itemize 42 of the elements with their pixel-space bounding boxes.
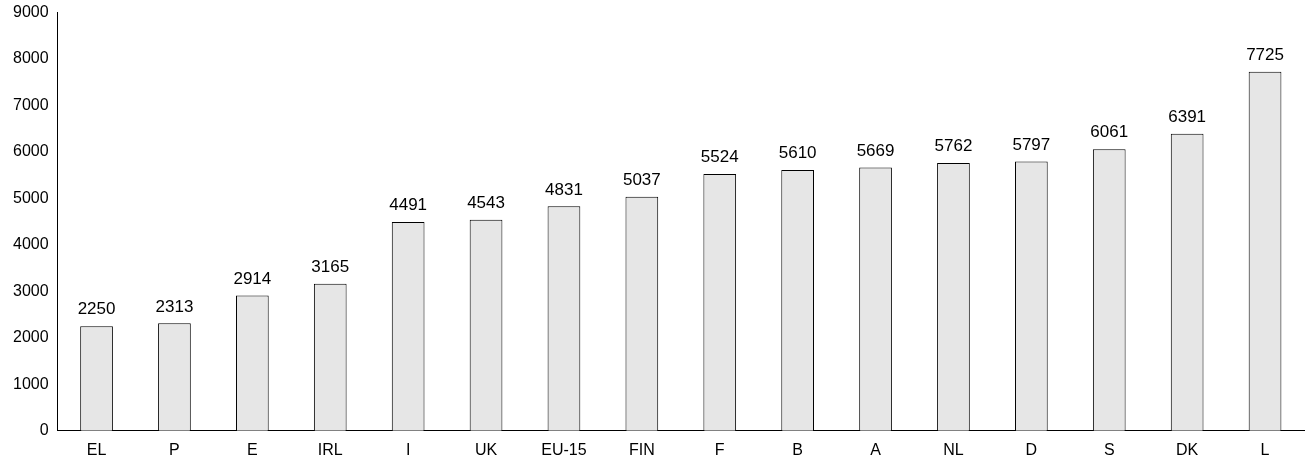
y-tick-label: 6000 bbox=[13, 142, 49, 160]
x-tick-label: S bbox=[1103, 440, 1115, 458]
data-label: 6061 bbox=[1090, 122, 1129, 142]
y-tick-label: 4000 bbox=[13, 235, 49, 253]
x-tick-label: L bbox=[1260, 440, 1270, 458]
x-tick-label: E bbox=[247, 440, 258, 458]
x-tick-label: DK bbox=[1176, 440, 1199, 458]
y-tick-label: 5000 bbox=[13, 188, 49, 206]
x-tick-label: I bbox=[405, 440, 411, 458]
x-tick-label: A bbox=[870, 440, 882, 458]
data-label: 4543 bbox=[467, 192, 505, 212]
x-tick-label: IRL bbox=[317, 440, 343, 458]
x-tick-label: F bbox=[714, 440, 725, 458]
x-tick-label: EU-15 bbox=[541, 440, 587, 458]
data-label: 3165 bbox=[311, 256, 350, 276]
x-tick-label: NL bbox=[943, 440, 964, 458]
data-label: 7725 bbox=[1246, 45, 1284, 65]
x-tick-label: B bbox=[792, 440, 803, 458]
data-label: 6391 bbox=[1168, 107, 1207, 127]
data-label: 2250 bbox=[77, 299, 116, 319]
data-label: 5037 bbox=[622, 169, 661, 189]
data-label: 2914 bbox=[233, 268, 272, 288]
data-label: 4491 bbox=[389, 195, 428, 215]
y-tick-label: 7000 bbox=[13, 95, 49, 113]
x-tick-label: D bbox=[1025, 440, 1038, 458]
y-tick-label: 9000 bbox=[13, 3, 49, 21]
x-tick-label: P bbox=[169, 440, 180, 458]
y-tick-label: 3000 bbox=[13, 281, 49, 299]
data-label: 5669 bbox=[856, 140, 895, 160]
y-tick-label: 1000 bbox=[13, 374, 49, 392]
data-label: 5610 bbox=[778, 143, 817, 163]
data-label: 2313 bbox=[155, 296, 194, 316]
y-tick-label: 2000 bbox=[13, 328, 49, 346]
x-tick-label: UK bbox=[474, 440, 498, 458]
y-tick-label: 8000 bbox=[13, 49, 49, 67]
data-label: 5797 bbox=[1012, 134, 1051, 154]
data-label: 5762 bbox=[934, 136, 973, 156]
x-tick-label: FIN bbox=[628, 440, 655, 458]
y-tick-label: 0 bbox=[39, 421, 49, 439]
data-label: 5524 bbox=[700, 147, 739, 167]
data-label: 4831 bbox=[545, 179, 583, 199]
x-tick-label: EL bbox=[86, 440, 107, 458]
